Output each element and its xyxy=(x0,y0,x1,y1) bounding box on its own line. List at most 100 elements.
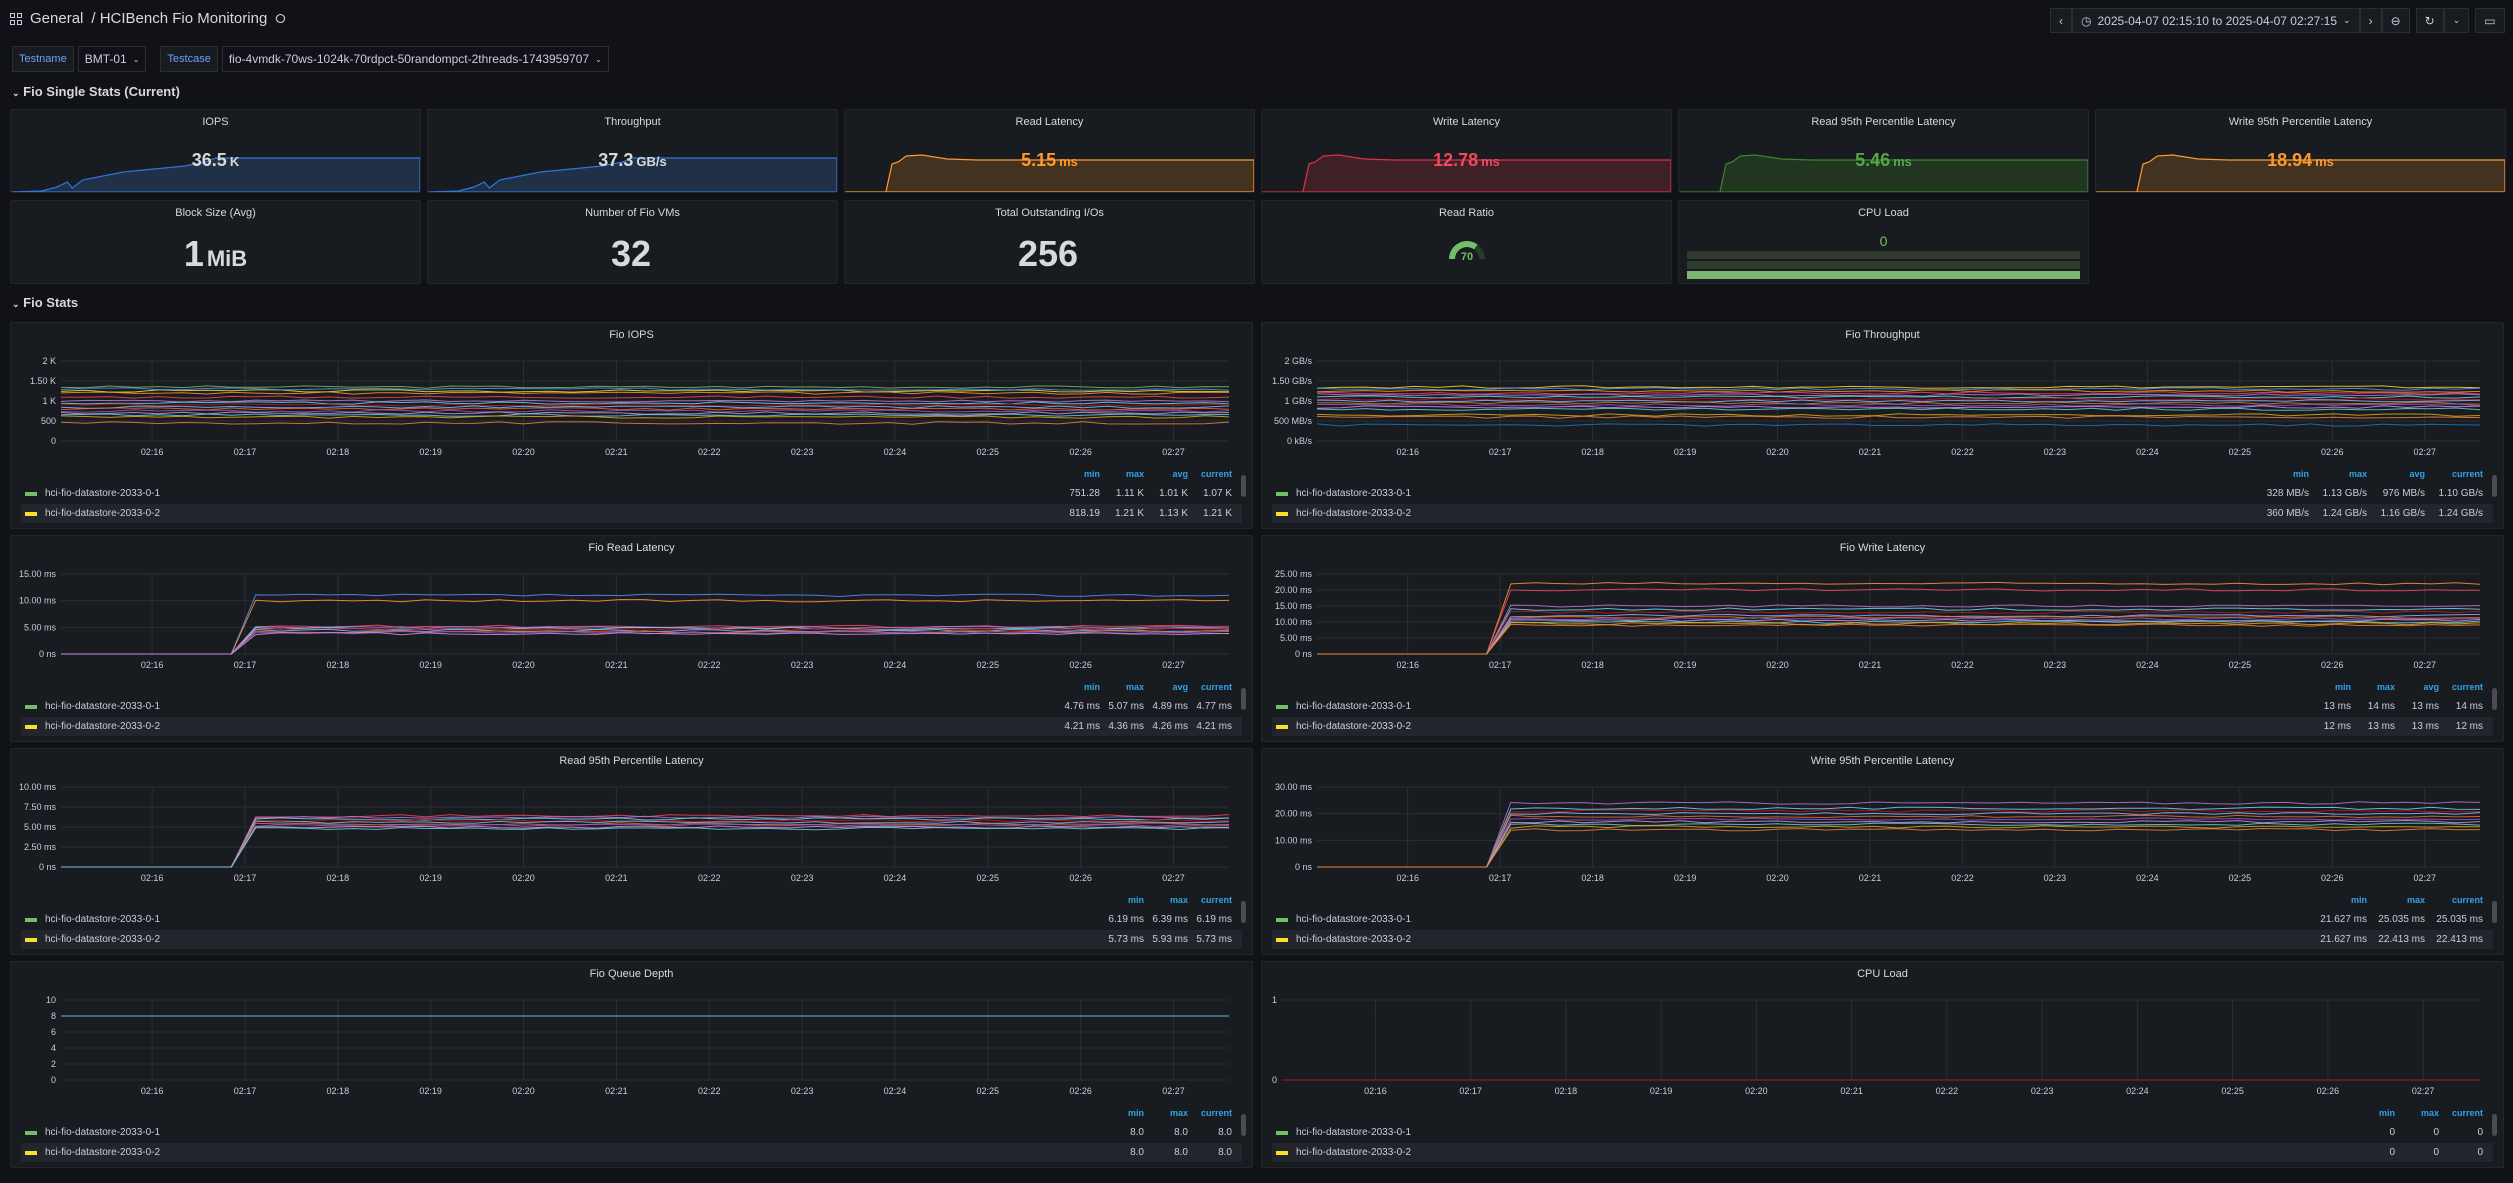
time-back-button[interactable]: ‹ xyxy=(2050,8,2072,33)
legend-row[interactable]: hci-fio-datastore-2033-0-1 8.0 8.0 8.0 xyxy=(21,1123,1242,1142)
legend-col-max[interactable]: max xyxy=(1169,895,1188,905)
legend-col-avg[interactable]: avg xyxy=(2409,469,2425,479)
timeseries-panel[interactable]: Fio Throughput 2 GB/s 1.50 GB/s 1 GB/s 500 M… xyxy=(1261,322,2504,529)
stat-panel[interactable]: Read Ratio 70 xyxy=(1261,200,1672,284)
legend-series-name[interactable]: hci-fio-datastore-2033-0-2 xyxy=(1296,934,1412,945)
legend-col-min[interactable]: min xyxy=(2378,1108,2395,1118)
timeseries-panel[interactable]: Fio Read Latency 15.00 ms 10.00 ms 5.00 ms 0… xyxy=(10,535,1253,742)
refresh-button[interactable]: ↻ xyxy=(2415,8,2444,33)
tv-mode-button[interactable]: ▭ xyxy=(2475,8,2505,33)
legend-row[interactable]: hci-fio-datastore-2033-0-1 21.627 ms 25.03… xyxy=(1272,910,2493,929)
legend-col-min[interactable]: min xyxy=(1083,682,1100,692)
legend-series-name[interactable]: hci-fio-datastore-2033-0-1 xyxy=(1296,914,1412,925)
legend-series-name[interactable]: hci-fio-datastore-2033-0-1 xyxy=(45,488,161,499)
legend-col-avg[interactable]: avg xyxy=(1172,469,1188,479)
legend-series-name[interactable]: hci-fio-datastore-2033-0-1 xyxy=(1296,701,1412,712)
row-fio-stats[interactable]: ⌄ Fio Stats xyxy=(12,295,78,310)
legend-col-max[interactable]: max xyxy=(1125,469,1144,479)
stat-panel[interactable]: Block Size (Avg) 1 MiB xyxy=(10,200,421,284)
legend-series-name[interactable]: hci-fio-datastore-2033-0-2 xyxy=(45,721,161,732)
row-single-stats[interactable]: ⌄ Fio Single Stats (Current) xyxy=(12,84,180,99)
legend-series-name[interactable]: hci-fio-datastore-2033-0-1 xyxy=(45,914,161,925)
legend-col-current[interactable]: current xyxy=(1200,1108,1232,1118)
legend-series-name[interactable]: hci-fio-datastore-2033-0-1 xyxy=(45,1127,161,1138)
legend-col-max[interactable]: max xyxy=(2376,682,2395,692)
stat-panel[interactable]: Number of Fio VMs 32 xyxy=(427,200,838,284)
legend-series-name[interactable]: hci-fio-datastore-2033-0-1 xyxy=(1296,488,1412,499)
legend-scrollbar[interactable] xyxy=(1241,475,1246,497)
legend-row[interactable]: hci-fio-datastore-2033-0-2 818.19 1.21 K 1.… xyxy=(21,504,1242,523)
stat-panel[interactable]: Write Latency 12.78 ms xyxy=(1261,109,1672,193)
legend-series-name[interactable]: hci-fio-datastore-2033-0-2 xyxy=(1296,721,1412,732)
legend-col-min[interactable]: min xyxy=(2334,682,2351,692)
legend-row[interactable]: hci-fio-datastore-2033-0-2 21.627 ms 22.41… xyxy=(1272,930,2493,949)
variable-select-testname[interactable]: BMT-01 ⌄ xyxy=(77,46,147,72)
dashboard-title[interactable]: / HCIBench Fio Monitoring xyxy=(91,10,268,27)
legend-row[interactable]: hci-fio-datastore-2033-0-1 328 MB/s 1.13 G… xyxy=(1272,484,2493,503)
stat-panel[interactable]: CPU Load 0 xyxy=(1678,200,2089,284)
stat-panel[interactable]: Write 95th Percentile Latency 18.94 ms xyxy=(2095,109,2506,193)
legend-series-name[interactable]: hci-fio-datastore-2033-0-2 xyxy=(45,934,161,945)
legend-col-current[interactable]: current xyxy=(1200,469,1232,479)
legend-col-min[interactable]: min xyxy=(1127,895,1144,905)
zoom-out-button[interactable]: ⊖ xyxy=(2381,8,2410,33)
legend-row[interactable]: hci-fio-datastore-2033-0-2 4.21 ms 4.36 ms… xyxy=(21,717,1242,736)
legend-series-name[interactable]: hci-fio-datastore-2033-0-1 xyxy=(1296,1127,1412,1138)
time-forward-button[interactable]: › xyxy=(2359,8,2382,33)
legend-row[interactable]: hci-fio-datastore-2033-0-2 8.0 8.0 8.0 xyxy=(21,1143,1242,1162)
legend-col-max[interactable]: max xyxy=(2420,1108,2439,1118)
legend-series-name[interactable]: hci-fio-datastore-2033-0-2 xyxy=(45,508,161,519)
share-icon[interactable]: ⭘ xyxy=(275,10,286,26)
timeseries-panel[interactable]: Write 95th Percentile Latency 30.00 ms 20.… xyxy=(1261,748,2504,955)
legend-series-name[interactable]: hci-fio-datastore-2033-0-1 xyxy=(45,701,161,712)
legend-scrollbar[interactable] xyxy=(2492,475,2497,497)
legend-col-avg[interactable]: avg xyxy=(1172,682,1188,692)
legend-col-min[interactable]: min xyxy=(2292,469,2309,479)
legend-scrollbar[interactable] xyxy=(1241,901,1246,923)
timeseries-panel[interactable]: Read 95th Percentile Latency 10.00 ms 7.50… xyxy=(10,748,1253,955)
breadcrumb-folder[interactable]: General xyxy=(30,10,84,27)
time-range-picker[interactable]: ◷ 2025-04-07 02:15:10 to 2025-04-07 02:2… xyxy=(2072,8,2360,33)
timeseries-panel[interactable]: Fio Queue Depth 10 8 6 4 2 0 02:16 02:17 02:18 02:… xyxy=(10,961,1253,1168)
timeseries-panel[interactable]: CPU Load 1 0 02:16 02:17 02:18 02:19 02:20 02:21… xyxy=(1261,961,2504,1168)
legend-row[interactable]: hci-fio-datastore-2033-0-1 13 ms 14 ms 13 m… xyxy=(1272,697,2493,716)
legend-row[interactable]: hci-fio-datastore-2033-0-1 751.28 1.11 K 1.… xyxy=(21,484,1242,503)
legend-series-name[interactable]: hci-fio-datastore-2033-0-2 xyxy=(1296,508,1412,519)
legend-scrollbar[interactable] xyxy=(1241,1114,1246,1136)
legend-row[interactable]: hci-fio-datastore-2033-0-1 6.19 ms 6.39 ms… xyxy=(21,910,1242,929)
legend-row[interactable]: hci-fio-datastore-2033-0-2 0 0 0 xyxy=(1272,1143,2493,1162)
timeseries-panel[interactable]: Fio IOPS 2 K 1.50 K 1 K 500 0 02:16 02:17 02:18 0… xyxy=(10,322,1253,529)
legend-series-name[interactable]: hci-fio-datastore-2033-0-2 xyxy=(1296,1147,1412,1158)
legend-col-max[interactable]: max xyxy=(1169,1108,1188,1118)
legend-scrollbar[interactable] xyxy=(2492,901,2497,923)
stat-panel[interactable]: Throughput 37.3 GB/s xyxy=(427,109,838,193)
refresh-interval-dropdown[interactable]: ⌄ xyxy=(2443,8,2470,33)
stat-panel[interactable]: Read Latency 5.15 ms xyxy=(844,109,1255,193)
legend-row[interactable]: hci-fio-datastore-2033-0-2 5.73 ms 5.93 ms… xyxy=(21,930,1242,949)
stat-panel[interactable]: Total Outstanding I/Os 256 xyxy=(844,200,1255,284)
legend-col-max[interactable]: max xyxy=(1125,682,1144,692)
legend-row[interactable]: hci-fio-datastore-2033-0-1 0 0 0 xyxy=(1272,1123,2493,1142)
legend-col-min[interactable]: min xyxy=(2350,895,2367,905)
legend-row[interactable]: hci-fio-datastore-2033-0-1 4.76 ms 5.07 ms… xyxy=(21,697,1242,716)
legend-col-max[interactable]: max xyxy=(2406,895,2425,905)
legend-col-current[interactable]: current xyxy=(2451,682,2483,692)
legend-scrollbar[interactable] xyxy=(2492,1114,2497,1136)
legend-row[interactable]: hci-fio-datastore-2033-0-2 12 ms 13 ms 13 m… xyxy=(1272,717,2493,736)
legend-col-current[interactable]: current xyxy=(2451,1108,2483,1118)
stat-panel[interactable]: Read 95th Percentile Latency 5.46 ms xyxy=(1678,109,2089,193)
legend-col-current[interactable]: current xyxy=(1200,895,1232,905)
legend-row[interactable]: hci-fio-datastore-2033-0-2 360 MB/s 1.24 G… xyxy=(1272,504,2493,523)
legend-col-current[interactable]: current xyxy=(2451,895,2483,905)
legend-col-current[interactable]: current xyxy=(2451,469,2483,479)
timeseries-panel[interactable]: Fio Write Latency 25.00 ms 20.00 ms 15.00 m… xyxy=(1261,535,2504,742)
variable-select-testcase[interactable]: fio-4vmdk-70ws-1024k-70rdpct-50randompct… xyxy=(221,46,609,72)
legend-series-name[interactable]: hci-fio-datastore-2033-0-2 xyxy=(45,1147,161,1158)
dashboards-grid-icon[interactable] xyxy=(10,12,22,25)
legend-scrollbar[interactable] xyxy=(1241,688,1246,710)
legend-col-current[interactable]: current xyxy=(1200,682,1232,692)
legend-col-min[interactable]: min xyxy=(1127,1108,1144,1118)
legend-scrollbar[interactable] xyxy=(2492,688,2497,710)
legend-col-avg[interactable]: avg xyxy=(2423,682,2439,692)
legend-col-min[interactable]: min xyxy=(1083,469,1100,479)
